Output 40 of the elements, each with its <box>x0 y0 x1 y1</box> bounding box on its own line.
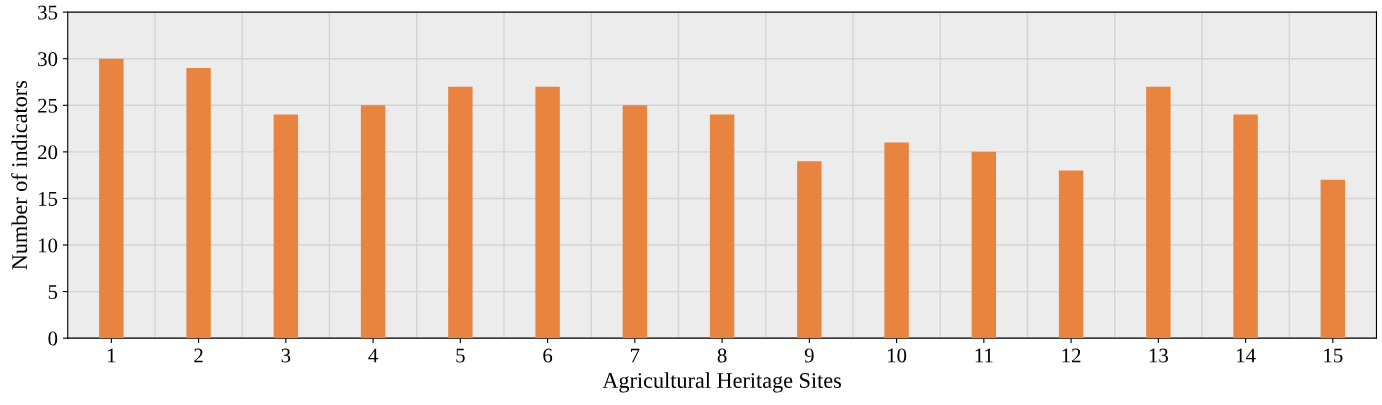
x-tick-label: 12 <box>1062 348 1081 363</box>
bar <box>1320 179 1346 339</box>
bar <box>622 105 648 339</box>
bar <box>448 86 473 339</box>
bar <box>1058 170 1084 339</box>
y-axis-title: Number of indicators <box>11 80 28 270</box>
bar <box>1233 114 1258 339</box>
x-tick-label: 1 <box>107 348 116 363</box>
bar <box>186 68 211 339</box>
x-tick-label: 7 <box>631 348 640 363</box>
x-tick-label: 3 <box>281 348 291 363</box>
x-tick-label: 4 <box>368 348 378 363</box>
x-tick-label: 9 <box>804 348 814 363</box>
x-axis-title: Agricultural Heritage Sites <box>602 372 842 393</box>
bar <box>884 142 909 339</box>
bar <box>709 114 735 339</box>
bar <box>1146 86 1171 339</box>
y-tick-label: 30 <box>38 52 58 67</box>
x-tick-label: 13 <box>1149 348 1168 363</box>
y-tick-label: 25 <box>38 98 58 113</box>
x-tick-label: 8 <box>717 348 727 363</box>
bar <box>797 161 822 339</box>
x-tick-label: 5 <box>456 348 465 363</box>
y-tick-label: 5 <box>48 285 58 300</box>
x-tick-label: 2 <box>194 348 203 363</box>
y-tick-label: 10 <box>39 238 58 253</box>
y-tick-label: 0 <box>48 331 58 346</box>
x-tick-label: 15 <box>1324 348 1343 363</box>
x-tick-label: 10 <box>888 348 907 363</box>
x-tick-label: 6 <box>543 348 553 363</box>
bar <box>971 151 997 339</box>
bar <box>273 114 299 339</box>
y-tick-label: 20 <box>38 145 58 160</box>
bar <box>99 58 124 339</box>
x-tick-label: 14 <box>1237 348 1256 363</box>
y-tick-label: 15 <box>39 191 58 206</box>
bar <box>535 86 560 339</box>
bar <box>360 105 386 339</box>
x-tick-label: 11 <box>975 348 993 363</box>
y-tick-label: 35 <box>38 5 58 20</box>
